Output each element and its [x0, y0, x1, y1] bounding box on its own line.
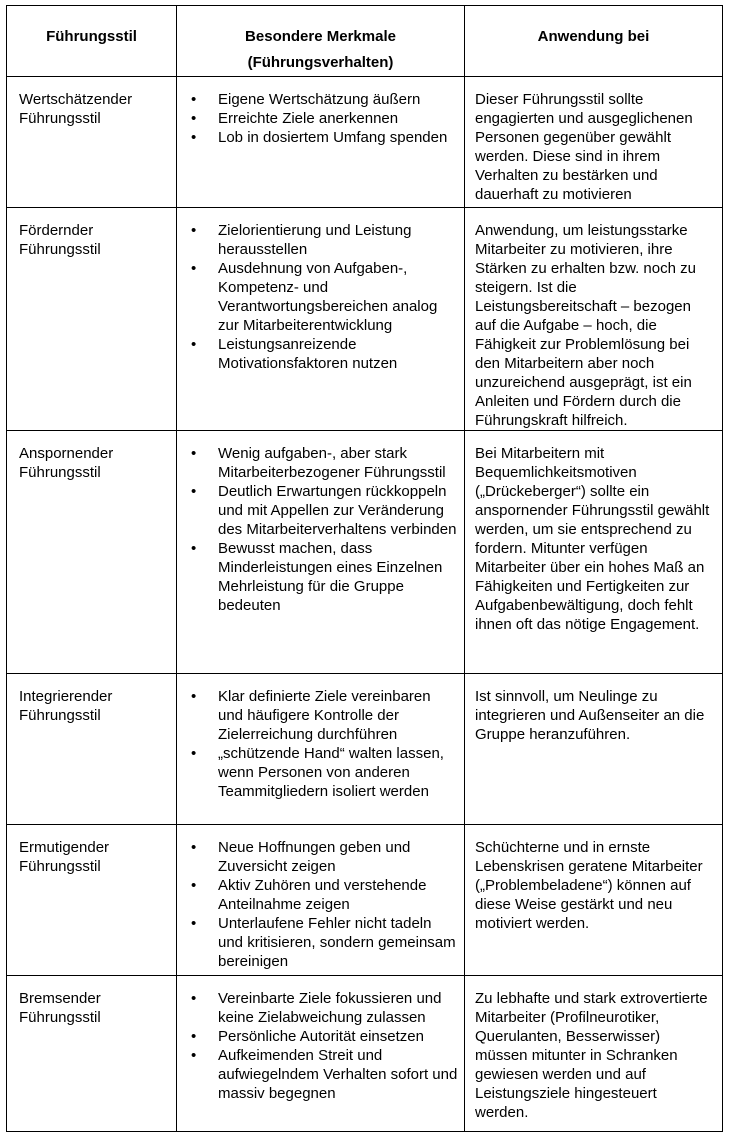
leadership-styles-table: Führungsstil Besondere Merkmale (Führung…	[6, 5, 723, 1132]
style-name: Integrierender Führungsstil	[6, 673, 177, 825]
feature-item: Erreichte Ziele anerkennen	[191, 109, 458, 128]
style-name: Bremsender Führungsstil	[6, 975, 177, 1132]
feature-item: Eigene Wertschätzung äußern	[191, 90, 458, 109]
table-row: Ermutigender Führungsstil Neue Hoffnungen…	[6, 824, 723, 976]
feature-item: Leistungsanreizende Motivationsfaktoren …	[191, 335, 458, 373]
features-cell: Zielorientierung und Leistung herausstel…	[176, 207, 465, 431]
feature-item: Klar definierte Ziele vereinbaren und hä…	[191, 687, 458, 744]
features-list: Wenig aufgaben-, aber stark Mitarbeiterb…	[177, 444, 458, 615]
features-cell: Vereinbarte Ziele fokussieren und keine …	[176, 975, 465, 1132]
feature-item: Deutlich Erwartungen rückkoppeln und mit…	[191, 482, 458, 539]
style-name: Anspornender Führungsstil	[6, 430, 177, 674]
feature-item: Persönliche Autorität einsetzen	[191, 1027, 458, 1046]
features-list: Eigene Wertschätzung äußernErreichte Zie…	[177, 90, 458, 147]
table-row: Bremsender Führungsstil Vereinbarte Ziele…	[6, 975, 723, 1132]
header-features: Besondere Merkmale (Führungsverhalten)	[176, 5, 465, 77]
feature-item: Zielorientierung und Leistung herausstel…	[191, 221, 458, 259]
feature-item: Wenig aufgaben-, aber stark Mitarbeiterb…	[191, 444, 458, 482]
features-cell: Klar definierte Ziele vereinbaren und hä…	[176, 673, 465, 825]
features-list: Vereinbarte Ziele fokussieren und keine …	[177, 989, 458, 1103]
feature-item: Vereinbarte Ziele fokussieren und keine …	[191, 989, 458, 1027]
features-cell: Neue Hoffnungen geben und Zuversicht zei…	[176, 824, 465, 976]
header-row: Führungsstil Besondere Merkmale (Führung…	[6, 5, 723, 77]
feature-item: Unterlaufene Fehler nicht tadeln und kri…	[191, 914, 458, 971]
application-cell: Zu lebhafte und stark extrovertierte Mit…	[464, 975, 723, 1132]
application-cell: Ist sinnvoll, um Neulinge zu integrieren…	[464, 673, 723, 825]
application-cell: Bei Mitarbeitern mit Bequemlichkeitsmoti…	[464, 430, 723, 674]
features-list: Klar definierte Ziele vereinbaren und hä…	[177, 687, 458, 801]
features-cell: Eigene Wertschätzung äußernErreichte Zie…	[176, 76, 465, 208]
feature-item: Ausdehnung von Aufgaben-, Kompetenz- und…	[191, 259, 458, 335]
features-list: Zielorientierung und Leistung herausstel…	[177, 221, 458, 373]
features-list: Neue Hoffnungen geben und Zuversicht zei…	[177, 838, 458, 971]
style-name: Ermutigender Führungsstil	[6, 824, 177, 976]
feature-item: Aufkeimenden Streit und aufwiegelndem Ve…	[191, 1046, 458, 1103]
table-row: Wertschätzender FührungsstilEigene Werts…	[6, 76, 723, 208]
table-row: Anspornender Führungsstil Wenig aufgaben-…	[6, 430, 723, 674]
header-style: Führungsstil	[6, 5, 177, 77]
table-row: Integrierender FührungsstilKlar definier…	[6, 673, 723, 825]
table-row: Fördernder Führungsstil Zielorientierung …	[6, 207, 723, 431]
feature-item: Aktiv Zuhören und verstehende Anteilnahm…	[191, 876, 458, 914]
feature-item: „schützende Hand“ walten lassen, wenn Pe…	[191, 744, 458, 801]
style-name: Fördernder Führungsstil	[6, 207, 177, 431]
features-cell: Wenig aufgaben-, aber stark Mitarbeiterb…	[176, 430, 465, 674]
application-cell: Dieser Führungsstil sollte engagierten u…	[464, 76, 723, 208]
header-application: Anwendung bei	[464, 5, 723, 77]
feature-item: Lob in dosiertem Umfang spenden	[191, 128, 458, 147]
application-cell: Anwendung, um leistungsstarke Mitarbeite…	[464, 207, 723, 431]
style-name: Wertschätzender Führungsstil	[6, 76, 177, 208]
feature-item: Bewusst machen, dass Minderleistungen ei…	[191, 539, 458, 615]
feature-item: Neue Hoffnungen geben und Zuversicht zei…	[191, 838, 458, 876]
application-cell: Schüchterne und in ernste Lebenskrisen g…	[464, 824, 723, 976]
